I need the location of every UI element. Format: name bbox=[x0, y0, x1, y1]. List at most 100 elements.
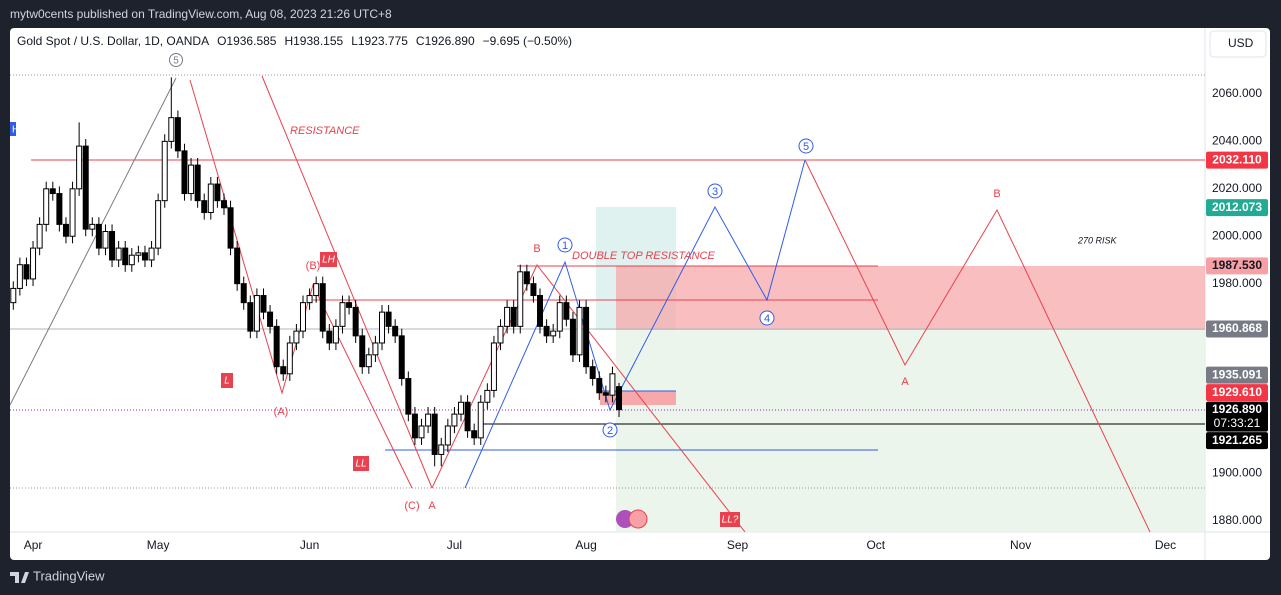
candle-body bbox=[458, 401, 465, 415]
candle-body bbox=[332, 325, 339, 344]
annotation: LH bbox=[322, 255, 336, 266]
ohlc-value: H1938.155 bbox=[284, 34, 343, 48]
candle-body bbox=[122, 247, 129, 266]
y-tick-label: 2020.000 bbox=[1212, 181, 1262, 195]
candle-body bbox=[530, 283, 537, 297]
annotation: (C) bbox=[404, 500, 419, 512]
candle-body bbox=[207, 183, 214, 214]
candle-body bbox=[49, 188, 56, 195]
candle-body bbox=[89, 223, 96, 230]
candle-body bbox=[609, 373, 616, 396]
candle-body bbox=[359, 335, 366, 368]
x-tick-label: Sep bbox=[727, 538, 749, 552]
candle-body bbox=[569, 318, 576, 356]
candle-body bbox=[174, 117, 181, 152]
ohlc-value: C1926.890 bbox=[416, 34, 475, 48]
currency-label[interactable]: USD bbox=[1228, 36, 1254, 50]
candle-body bbox=[319, 283, 326, 332]
annotation: LL? bbox=[722, 515, 739, 526]
candle-body bbox=[161, 140, 168, 202]
candle-body bbox=[227, 207, 234, 249]
symbol-header: Gold Spot / U.S. Dollar, 1D, OANDA O1936.… bbox=[17, 34, 572, 48]
candle-body bbox=[188, 164, 195, 195]
y-tick-label: 1980.000 bbox=[1212, 276, 1262, 290]
candle-body bbox=[267, 311, 274, 327]
price-tag bbox=[1206, 401, 1268, 432]
footer-logo bbox=[10, 572, 29, 583]
x-tick-label: Aug bbox=[575, 538, 596, 552]
x-tick-label: May bbox=[147, 538, 170, 552]
wave-label: 3 bbox=[712, 186, 718, 198]
wave-label: 4 bbox=[764, 313, 770, 325]
y-tick-label: 1900.000 bbox=[1212, 466, 1262, 480]
annotation: RESISTANCE bbox=[290, 125, 360, 137]
candle-body bbox=[214, 183, 221, 202]
candle-body bbox=[339, 302, 346, 327]
candle-body bbox=[109, 230, 116, 261]
label-box bbox=[720, 512, 740, 527]
candle-body bbox=[247, 302, 254, 332]
label-box bbox=[221, 373, 233, 388]
candle-body bbox=[616, 386, 623, 411]
candles bbox=[10, 77, 623, 467]
event-icon[interactable] bbox=[628, 509, 648, 529]
candle-body bbox=[550, 330, 557, 337]
candle-body bbox=[517, 271, 524, 327]
candle-body bbox=[602, 392, 609, 396]
candle-body bbox=[490, 342, 497, 391]
y-tick-label: 2060.000 bbox=[1212, 86, 1262, 100]
label-box bbox=[10, 122, 16, 136]
candle-body bbox=[431, 413, 438, 455]
label-box bbox=[320, 252, 337, 267]
candle-body bbox=[438, 444, 445, 455]
annotation: (B) bbox=[306, 260, 321, 272]
ohlc-value: O1936.585 bbox=[217, 34, 277, 48]
y-tick-label: 1880.000 bbox=[1212, 513, 1262, 527]
annotation: L bbox=[224, 376, 230, 387]
candle-body bbox=[76, 145, 83, 190]
candle-body bbox=[589, 366, 596, 380]
candle-body bbox=[273, 325, 280, 368]
candle-body bbox=[306, 295, 313, 304]
candle-body bbox=[102, 230, 109, 249]
candle-body bbox=[484, 389, 491, 403]
candle-body bbox=[405, 378, 412, 415]
price-tag bbox=[1206, 257, 1268, 275]
candle-body bbox=[398, 335, 405, 380]
price-tag-label: 1929.610 bbox=[1212, 385, 1262, 399]
candle-body bbox=[537, 295, 544, 327]
candle-body bbox=[563, 302, 570, 320]
currency-button[interactable] bbox=[1209, 30, 1267, 58]
candle-body bbox=[365, 354, 372, 368]
channel-line bbox=[261, 75, 433, 489]
candle-body bbox=[372, 342, 379, 356]
wave-label: 2 bbox=[607, 425, 613, 437]
candle-body bbox=[240, 283, 247, 304]
wave-circle bbox=[759, 310, 775, 326]
price-tag-label: 1960.868 bbox=[1212, 321, 1262, 335]
price-tag-label: 1987.530 bbox=[1212, 258, 1262, 272]
candle-body bbox=[36, 223, 43, 249]
event-icon[interactable] bbox=[616, 510, 634, 528]
risk-zone bbox=[616, 266, 1205, 330]
price-tag bbox=[1206, 432, 1268, 450]
candle-body bbox=[293, 330, 300, 344]
y-tick-label: 2040.000 bbox=[1212, 134, 1262, 148]
candle-body bbox=[260, 295, 267, 313]
candle-body bbox=[523, 271, 530, 285]
wave-label: 1 bbox=[562, 240, 568, 252]
ohlc-change: −9.695 (−0.50%) bbox=[483, 34, 572, 48]
price-tag bbox=[1206, 366, 1268, 384]
candle-body bbox=[23, 264, 30, 280]
x-tick-label: Nov bbox=[1010, 538, 1031, 552]
wave-circle bbox=[798, 138, 814, 154]
price-tag-label: 1935.091 bbox=[1212, 367, 1262, 381]
candle-body bbox=[115, 247, 122, 261]
candle-body bbox=[504, 306, 511, 327]
plot-area bbox=[10, 74, 1205, 532]
candle-body bbox=[596, 378, 603, 394]
wave-circle bbox=[169, 53, 183, 67]
countdown: 07:33:21 bbox=[1214, 416, 1261, 430]
ohlc-value: L1923.775 bbox=[351, 34, 408, 48]
